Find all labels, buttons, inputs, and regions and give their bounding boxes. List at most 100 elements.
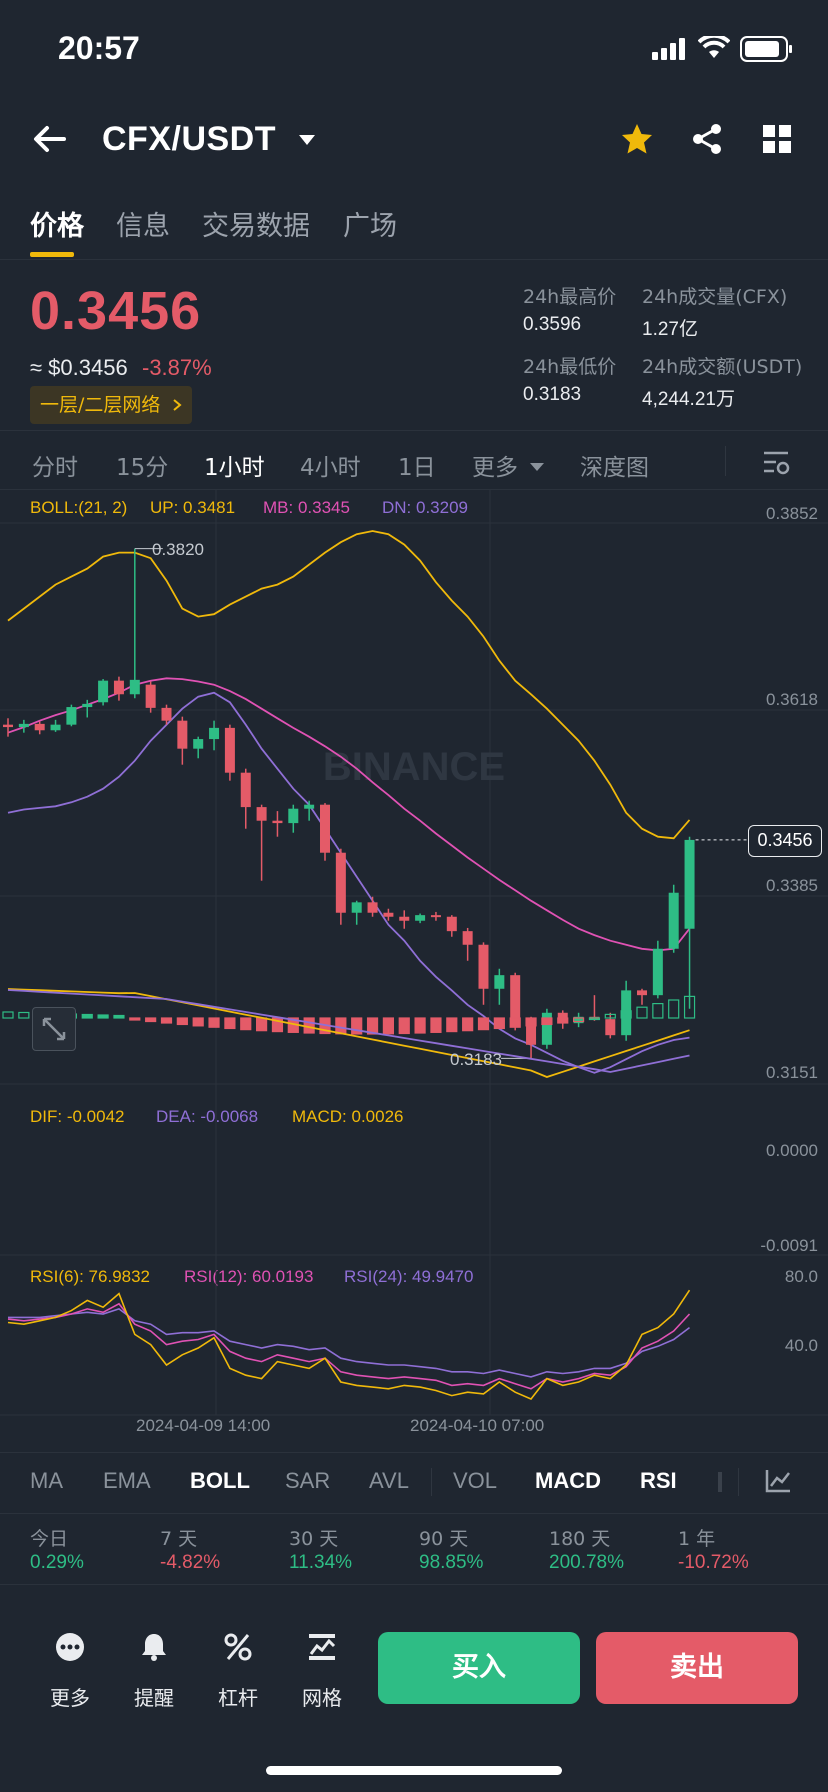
share-icon[interactable] [690, 122, 724, 156]
candle-body [526, 1020, 537, 1045]
candle-body [50, 724, 61, 731]
tab-trading-data[interactable]: 交易数据 [202, 211, 310, 242]
trading-pair-title[interactable]: CFX/USDT [102, 120, 276, 158]
rsi6-line [7, 1289, 691, 1400]
low-marker-label: 0.3183 [450, 1050, 502, 1069]
alert-button[interactable]: 提醒 [124, 1608, 184, 1718]
grid-bot-button[interactable]: 网格 [292, 1608, 352, 1718]
percent-icon [224, 1633, 252, 1661]
timeframe-more[interactable]: 更多 [472, 448, 545, 482]
candle-body [351, 902, 362, 913]
fullscreen-button[interactable] [32, 1007, 76, 1051]
rsi24-line [8, 1308, 690, 1378]
macd-histogram-bar [636, 1006, 648, 1019]
sell-button[interactable]: 卖出 [596, 1632, 798, 1704]
macd-histogram-bar [113, 1014, 125, 1019]
macd-histogram-bar [398, 1017, 410, 1035]
candle-body [129, 679, 140, 695]
price-chart[interactable]: BINANCE [0, 490, 828, 1450]
candle-body [66, 707, 77, 725]
boll-dn-value: DN: 0.3209 [382, 498, 468, 517]
perf-value-180d: 200.78% [549, 1552, 625, 1573]
macd-histogram-bar [430, 1017, 442, 1033]
price-change-percent: -3.87% [142, 355, 212, 380]
boll-middle-line [7, 677, 691, 952]
layout-grid-icon[interactable] [762, 124, 792, 154]
indicator-avl[interactable]: AVL [369, 1468, 409, 1493]
candle-body [652, 948, 663, 996]
macd-histogram-bar [652, 1002, 664, 1019]
macd-histogram-bar [129, 1017, 141, 1021]
price-tick-2: 0.3385 [766, 876, 818, 895]
volume-base-value: 1.27亿 [642, 319, 698, 340]
macd-histogram-bar [145, 1017, 157, 1023]
rsi24-value: RSI(24): 49.9470 [344, 1267, 474, 1286]
volume-quote-value: 4,244.21万 [642, 389, 735, 410]
boll-up-value: UP: 0.3481 [150, 498, 236, 517]
candle-body [304, 804, 315, 809]
indicator-macd[interactable]: MACD [535, 1468, 601, 1493]
network-badge[interactable]: 一层/二层网络 [30, 386, 193, 424]
grid-bot-label: 网格 [302, 1686, 342, 1710]
macd-histogram-bar [668, 999, 680, 1019]
candle-body [621, 990, 632, 1036]
macd-histogram-bar [256, 1017, 268, 1032]
perf-value-today: 0.29% [30, 1552, 84, 1573]
buy-button[interactable]: 买入 [378, 1632, 580, 1704]
macd-histogram-bar [335, 1017, 347, 1035]
low-24h-value: 0.3183 [523, 384, 582, 405]
candle-body [98, 680, 109, 703]
tab-info[interactable]: 信息 [116, 211, 170, 242]
macd-histogram-bar [81, 1013, 93, 1019]
perf-value-7d: -4.82% [160, 1552, 221, 1573]
rsi6-value: RSI(6): 76.9832 [30, 1267, 151, 1286]
macd-histogram-bar [572, 1017, 585, 1023]
back-arrow-icon[interactable] [32, 124, 68, 154]
timeframe-line[interactable]: 分时 [32, 455, 78, 481]
indicator-vol[interactable]: VOL [453, 1468, 498, 1493]
perf-value-30d: 11.34% [289, 1552, 353, 1573]
rsi12-line [7, 1302, 691, 1390]
timeframe-1h[interactable]: 1小时 [204, 455, 265, 481]
indicator-chart-icon[interactable] [764, 1468, 792, 1494]
caret-down-icon [530, 463, 545, 471]
macd-dif-value: DIF: -0.0042 [30, 1107, 125, 1126]
time-tick-0: 2024-04-09 14:00 [136, 1416, 271, 1435]
tab-price[interactable]: 价格 [30, 211, 84, 242]
indicator-ema[interactable]: EMA [103, 1468, 151, 1493]
pair-dropdown-caret-icon[interactable] [298, 134, 316, 146]
macd-histogram-bar [414, 1017, 426, 1034]
macd-histogram-bar [446, 1017, 458, 1033]
macd-histogram-bar [604, 1013, 616, 1019]
more-button[interactable]: 更多 [40, 1608, 100, 1718]
candle-body [113, 680, 124, 695]
margin-label: 杠杆 [218, 1686, 258, 1710]
indicator-sar[interactable]: SAR [285, 1468, 331, 1493]
timeframe-15m[interactable]: 15分 [116, 455, 169, 481]
indicator-boll[interactable]: BOLL [190, 1468, 250, 1493]
macd-tick-1: -0.0091 [760, 1236, 818, 1255]
candle-body [82, 703, 93, 708]
high-marker-label: 0.3820 [152, 540, 204, 559]
macd-tick-0: 0.0000 [766, 1141, 818, 1160]
grid-bot-icon [309, 1634, 336, 1660]
favorite-star-icon[interactable] [620, 122, 654, 156]
margin-button[interactable]: 杠杆 [208, 1608, 268, 1718]
timeframe-1d[interactable]: 1日 [398, 455, 436, 481]
indicator-ma[interactable]: MA [30, 1468, 63, 1493]
perf-value-1y: -10.72% [678, 1552, 749, 1573]
tab-square[interactable]: 广场 [343, 211, 397, 242]
macd-histogram-bar [588, 1017, 601, 1021]
macd-histogram-bar [382, 1017, 394, 1035]
timeframe-4h[interactable]: 4小时 [300, 455, 361, 481]
home-indicator[interactable] [266, 1766, 562, 1775]
candle-body [209, 727, 220, 740]
macd-histogram-bar [224, 1017, 236, 1030]
more-label: 更多 [50, 1686, 90, 1710]
chart-settings-icon[interactable] [762, 450, 790, 476]
candle-body [684, 839, 695, 929]
timeframe-depth-chart[interactable]: 深度图 [580, 455, 649, 481]
indicator-rsi[interactable]: RSI [640, 1468, 677, 1493]
last-price: 0.3456 [30, 281, 202, 341]
macd-histogram-bar [192, 1017, 204, 1027]
